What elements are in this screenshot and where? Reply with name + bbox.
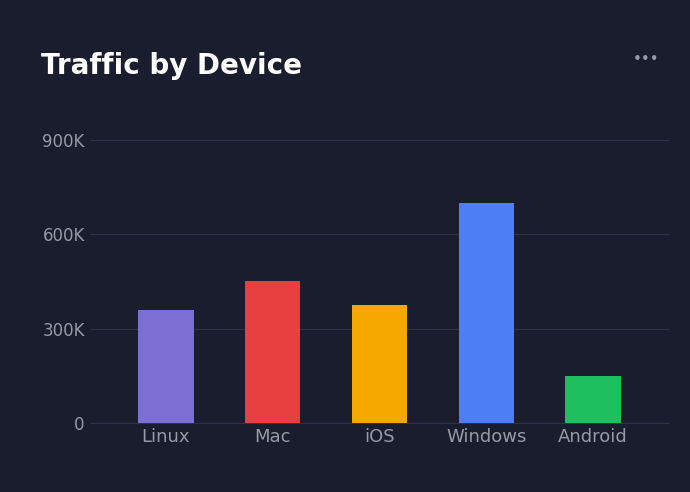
Bar [565,376,621,423]
Text: Traffic by Device: Traffic by Device [41,52,302,80]
Text: •••: ••• [632,52,659,66]
Bar [459,203,514,423]
Bar [245,281,300,423]
Bar [138,310,194,423]
Bar [352,305,407,423]
